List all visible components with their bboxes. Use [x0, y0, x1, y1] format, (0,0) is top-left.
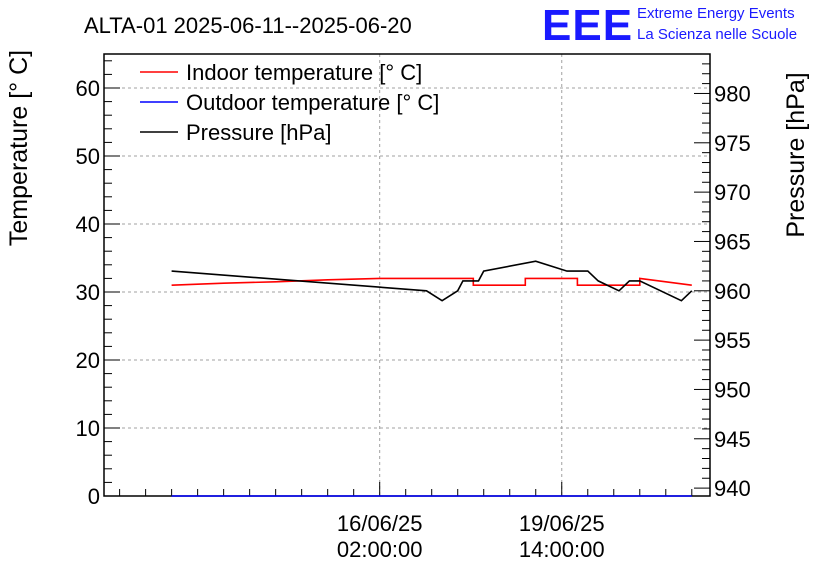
right-axis: 940 945 950 955 960 965 970 975 980 [714, 81, 751, 501]
series-layer [171, 260, 693, 497]
x-tick-label-time: 14:00:00 [519, 537, 605, 562]
legend-label: Outdoor temperature [° C] [186, 90, 439, 115]
x-tick-label-time: 02:00:00 [337, 537, 423, 562]
eee-logo: EEE Extreme Energy Events La Scienza nel… [542, 1, 797, 50]
right-tick-label: 955 [714, 328, 751, 353]
x-tick-label-date: 19/06/25 [519, 511, 605, 536]
series-line-3 [171, 260, 693, 302]
left-tick-label: 40 [76, 212, 100, 237]
left-tick-label: 60 [76, 76, 100, 101]
right-tick-label: 980 [714, 81, 751, 106]
y-axis-right-label: Pressure [hPa] [782, 72, 810, 237]
chart-title: ALTA-01 2025-06-11--2025-06-20 [84, 13, 412, 38]
axis-ticks [104, 53, 710, 497]
left-axis: 0 10 20 30 40 50 60 [76, 76, 100, 509]
legend-label: Indoor temperature [° C] [186, 60, 422, 85]
right-tick-label: 975 [714, 131, 751, 156]
right-tick-label: 945 [714, 427, 751, 452]
left-tick-label: 0 [88, 484, 100, 509]
left-tick-label: 50 [76, 144, 100, 169]
y-axis-left-label: Temperature [° C] [5, 50, 33, 246]
x-tick-label-date: 16/06/25 [337, 511, 423, 536]
legend: Indoor temperature [° C] Outdoor temperat… [140, 60, 439, 145]
series-line-1 [171, 277, 692, 287]
left-tick-label: 20 [76, 348, 100, 373]
right-tick-label: 970 [714, 180, 751, 205]
grid [104, 54, 710, 496]
right-tick-label: 965 [714, 229, 751, 254]
legend-label: Pressure [hPa] [186, 120, 332, 145]
right-tick-label: 950 [714, 377, 751, 402]
right-tick-label: 940 [714, 476, 751, 501]
eee-logo-line2: La Scienza nelle Scuole [637, 26, 797, 43]
eee-logo-line1: Extreme Energy Events [637, 5, 795, 22]
left-tick-label: 30 [76, 280, 100, 305]
left-tick-label: 10 [76, 416, 100, 441]
eee-logo-mark: EEE [542, 1, 633, 50]
right-tick-label: 960 [714, 279, 751, 304]
